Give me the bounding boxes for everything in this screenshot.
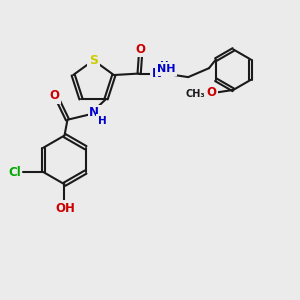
Text: N: N xyxy=(89,106,99,119)
Text: CH₃: CH₃ xyxy=(186,89,206,99)
Text: Cl: Cl xyxy=(8,166,21,178)
Text: S: S xyxy=(89,54,98,67)
Text: H: H xyxy=(160,61,169,71)
Text: O: O xyxy=(136,43,146,56)
Text: NH: NH xyxy=(157,64,175,74)
Text: O: O xyxy=(207,86,217,99)
Text: OH: OH xyxy=(56,202,75,214)
Text: N: N xyxy=(152,67,162,80)
Text: H: H xyxy=(98,116,106,126)
Text: O: O xyxy=(49,89,59,103)
